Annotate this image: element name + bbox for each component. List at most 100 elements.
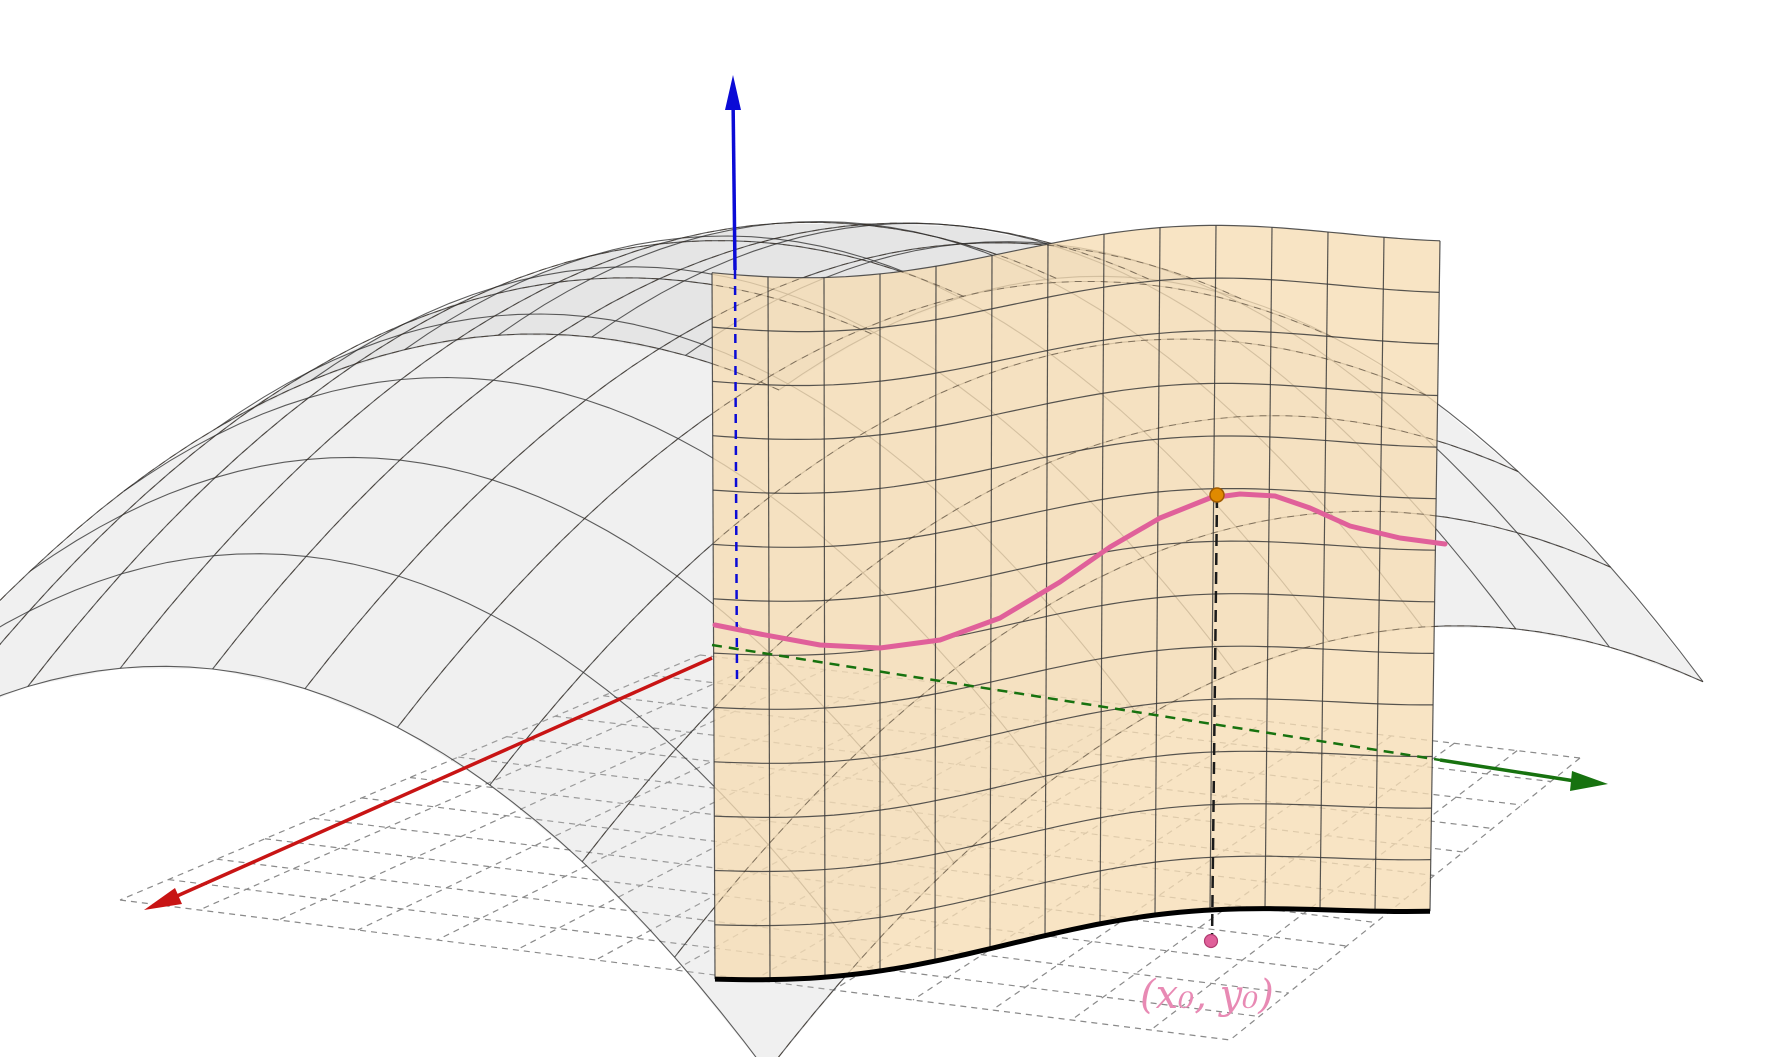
wall-grid-line <box>711 224 1441 279</box>
surface-patch <box>0 611 29 647</box>
wall-grid-line <box>1099 234 1105 924</box>
surface-patch <box>308 315 495 398</box>
hidden-grid-line <box>489 338 1426 786</box>
points <box>1203 487 1225 949</box>
surface-patch <box>120 555 307 670</box>
surface-patch <box>311 293 497 381</box>
surface-patch <box>495 237 682 288</box>
hidden-grid-line <box>581 415 1519 862</box>
surface-patch <box>588 237 775 270</box>
surface-patch <box>493 316 680 400</box>
wall-grid-line <box>934 266 937 962</box>
surface-patch <box>681 223 868 239</box>
surface-patch <box>402 268 589 335</box>
floor-grid-line <box>409 776 1406 900</box>
surface-patch <box>307 379 494 461</box>
wall-grid-line <box>713 645 1434 710</box>
trace-curve <box>712 491 1448 651</box>
wall-grid-line <box>712 330 1439 387</box>
max-point <box>1209 487 1225 503</box>
surface-patch <box>212 556 399 689</box>
surface-patch <box>397 614 584 785</box>
x-axis-arrow <box>144 888 182 910</box>
surface-grid-line <box>0 553 862 960</box>
surface-patch <box>589 223 776 257</box>
surface-patch <box>305 576 491 728</box>
surface-patch <box>0 573 122 698</box>
y-axis-line <box>1439 758 1576 783</box>
wall-grid-line <box>713 593 1435 656</box>
wall-grid-line <box>713 488 1437 548</box>
wall-grid-line <box>714 698 1434 764</box>
surface-patch <box>0 514 123 629</box>
wall-grid-line <box>714 803 1432 873</box>
surface-patch <box>122 397 309 515</box>
surface-patch <box>30 435 217 572</box>
y-axis-hidden <box>711 643 1441 762</box>
surface-patch <box>492 399 679 519</box>
hidden-grid-line <box>0 277 872 646</box>
wall-grid-line <box>714 855 1431 927</box>
paraboloid-front-surface <box>0 221 1704 1057</box>
wall-grid-line <box>713 540 1436 602</box>
projection-line <box>1210 495 1219 943</box>
hidden-grid-line <box>212 222 1149 670</box>
surface-patch <box>29 477 215 612</box>
surface-patch <box>1517 532 1703 682</box>
surface-patch <box>27 555 214 687</box>
wall-grid-line <box>1154 227 1161 916</box>
wall-grid-line <box>1374 237 1385 912</box>
hidden-grid-line <box>397 281 1334 728</box>
floor-grid-line <box>168 878 1260 1018</box>
point-label: (x₀, y₀) <box>1140 972 1274 1018</box>
surface-patch <box>1423 514 1610 648</box>
surface-patch <box>216 334 403 436</box>
wall-grid-line <box>712 277 1440 333</box>
hidden-grid-line <box>304 242 1242 690</box>
surface-patch <box>398 479 585 615</box>
hidden-grid-line <box>27 240 964 687</box>
surface-patch <box>683 223 869 244</box>
surface-patch <box>491 518 677 673</box>
surface-patch <box>401 315 587 381</box>
hidden-grid-line <box>674 510 1611 958</box>
wall-grid-line <box>1319 231 1329 910</box>
surface-patch <box>1424 436 1611 568</box>
wall-grid-line <box>712 435 1437 495</box>
x-axis-line <box>167 656 713 902</box>
wall-grid-line <box>1209 225 1217 911</box>
surface-grid-line <box>0 665 757 1057</box>
y-axis-arrow <box>1570 771 1608 791</box>
hidden-grid-line <box>777 625 1704 1057</box>
wall-grid-line <box>1429 240 1441 912</box>
surface-patch <box>399 380 586 480</box>
surface-patch <box>121 459 308 574</box>
axes <box>144 75 1608 910</box>
surface-patch <box>213 459 400 557</box>
surface-patch <box>489 672 676 862</box>
base-curve <box>714 906 1431 983</box>
wall-grid-line <box>1264 227 1273 909</box>
wall-fill <box>712 225 1440 980</box>
surface-patch <box>776 225 963 262</box>
wall-grid-line <box>823 277 826 978</box>
wall-grid-line <box>767 276 771 980</box>
wall-grid-line <box>714 750 1433 818</box>
z-axis-line <box>731 94 737 271</box>
z-axis-hidden <box>733 269 739 681</box>
surface-patch <box>869 225 1055 245</box>
base-point <box>1203 933 1219 949</box>
surface-patch <box>215 379 401 478</box>
hidden-grid-line <box>119 221 1057 669</box>
curves <box>712 491 1448 983</box>
surface-patch <box>494 268 681 317</box>
wall-grid-line <box>712 382 1438 441</box>
z-axis-arrow <box>725 75 741 110</box>
surface-patch <box>498 279 685 338</box>
surface-patch <box>306 460 493 577</box>
hidden-grid-line <box>0 333 780 602</box>
vertical-wall-surface <box>711 224 1441 981</box>
wall-grid-line <box>989 255 993 949</box>
